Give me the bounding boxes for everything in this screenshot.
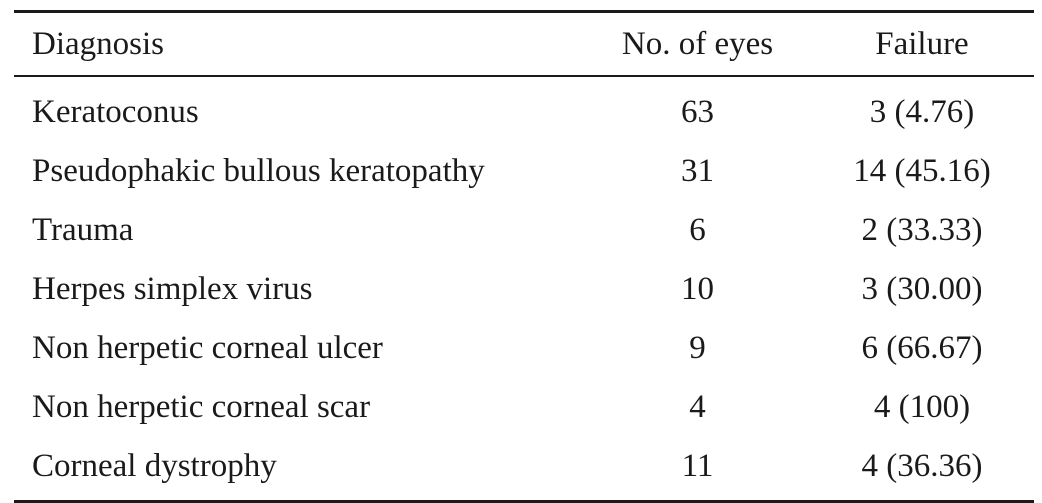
cell-diagnosis: Trauma <box>32 212 134 248</box>
table-body: Keratoconus 63 3 (4.76) Pseudophakic bul… <box>14 76 1034 502</box>
table-row: Herpes simplex virus 10 3 (30.00) <box>14 260 1034 319</box>
cell-no-of-eyes: 9 <box>689 330 706 366</box>
cell-failure: 2 (33.33) <box>861 212 983 248</box>
diagnosis-failure-table: Diagnosis No. of eyes Failure Keratoconu… <box>14 10 1034 503</box>
cell-failure: 4 (100) <box>873 389 971 425</box>
cell-no-of-eyes: 10 <box>681 271 715 307</box>
cell-no-of-eyes: 11 <box>681 448 714 484</box>
cell-diagnosis: Keratoconus <box>32 94 199 130</box>
cell-diagnosis: Pseudophakic bullous keratopathy <box>32 153 485 189</box>
cell-diagnosis: Corneal dystrophy <box>32 448 277 484</box>
header-failure: Failure <box>875 25 969 62</box>
header-diagnosis: Diagnosis <box>32 25 164 62</box>
cell-no-of-eyes: 6 <box>689 212 706 248</box>
cell-failure: 3 (30.00) <box>861 271 983 307</box>
header-no-of-eyes: No. of eyes <box>621 25 774 62</box>
table-row: Pseudophakic bullous keratopathy 31 14 (… <box>14 142 1034 201</box>
cell-failure: 14 (45.16) <box>853 153 991 189</box>
cell-failure: 6 (66.67) <box>861 330 983 366</box>
table-row: Trauma 6 2 (33.33) <box>14 201 1034 260</box>
table-header: Diagnosis No. of eyes Failure <box>14 11 1034 76</box>
cell-diagnosis: Non herpetic corneal scar <box>32 389 371 425</box>
cell-failure: 4 (36.36) <box>861 448 983 484</box>
cell-diagnosis: Herpes simplex virus <box>32 271 313 307</box>
diagnosis-failure-table-container: Diagnosis No. of eyes Failure Keratoconu… <box>14 10 1034 503</box>
table-row: Non herpetic corneal scar 4 4 (100) <box>14 378 1034 437</box>
table-row: Non herpetic corneal ulcer 9 6 (66.67) <box>14 319 1034 378</box>
table-row: Keratoconus 63 3 (4.76) <box>14 76 1034 142</box>
cell-no-of-eyes: 31 <box>681 153 715 189</box>
cell-diagnosis: Non herpetic corneal ulcer <box>32 330 383 366</box>
cell-no-of-eyes: 4 <box>689 389 706 425</box>
cell-no-of-eyes: 63 <box>681 94 715 130</box>
cell-failure: 3 (4.76) <box>869 94 975 130</box>
header-row: Diagnosis No. of eyes Failure <box>14 11 1034 76</box>
table-row: Corneal dystrophy 11 4 (36.36) <box>14 437 1034 502</box>
